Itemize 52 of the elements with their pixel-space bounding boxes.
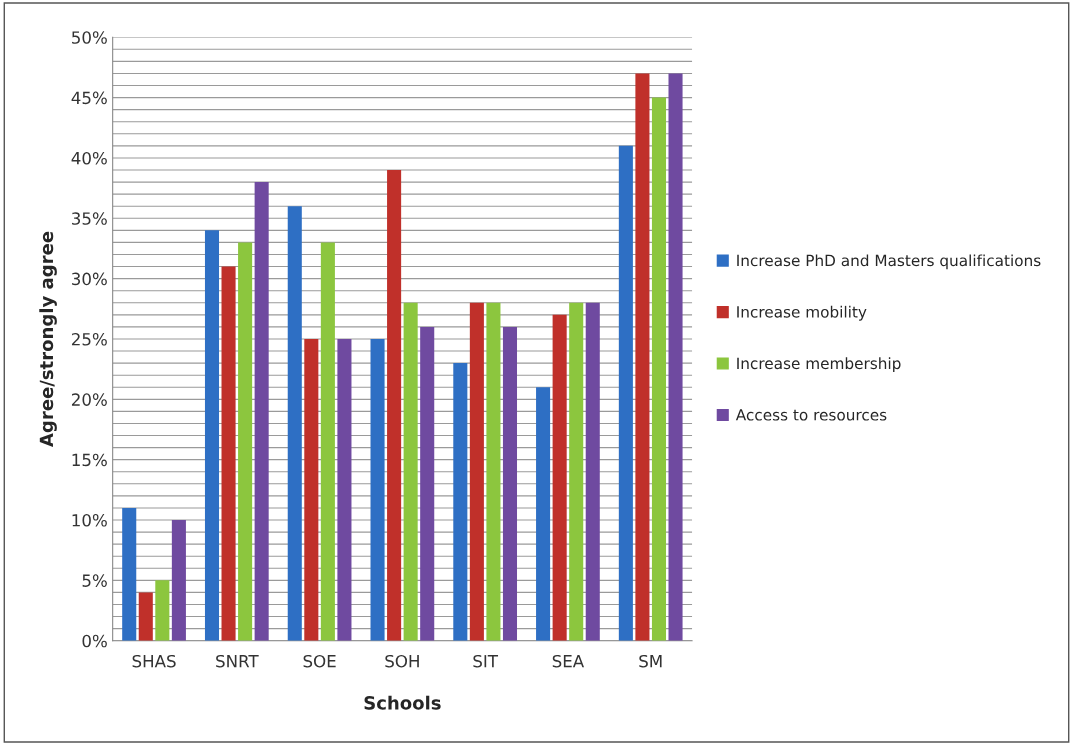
- bar: [122, 507, 137, 641]
- bar: [337, 338, 352, 641]
- bar: [155, 580, 170, 641]
- x-axis-title: Schools: [364, 695, 441, 710]
- bar: [552, 314, 567, 641]
- bar: [453, 363, 468, 641]
- y-tick-label: 35%: [72, 212, 107, 225]
- bar: [287, 206, 302, 641]
- bar: [486, 302, 501, 641]
- bar: [204, 230, 220, 641]
- x-tick-label: SOH: [385, 654, 419, 668]
- y-tick-label: 50%: [72, 31, 107, 44]
- legend-label: Increase PhD and Masters qualifications: [737, 254, 1041, 270]
- bar: [651, 97, 667, 641]
- x-tick-label: SNRT: [216, 654, 259, 668]
- bar: [304, 338, 319, 641]
- bar: [254, 182, 269, 641]
- bar: [221, 266, 236, 641]
- y-tick-label: 30%: [72, 272, 107, 286]
- y-tick-label: 40%: [71, 151, 107, 165]
- bar: [469, 302, 484, 641]
- y-axis-title: Agree/strongly agree: [39, 231, 57, 447]
- bar: [420, 326, 435, 641]
- legend-label: Increase mobility: [737, 305, 867, 321]
- y-tick-label: 20%: [71, 393, 107, 406]
- bar: [569, 302, 584, 641]
- bar: [502, 326, 518, 641]
- y-tick-label: 0%: [82, 634, 107, 648]
- bar: [238, 242, 253, 641]
- bar: [171, 520, 186, 641]
- x-tick-label: SHAS: [132, 654, 176, 668]
- bar: [370, 338, 385, 641]
- y-tick-label: 45%: [71, 91, 107, 105]
- bar: [403, 302, 418, 641]
- bar: [618, 145, 633, 641]
- y-tick-label: 10%: [72, 513, 107, 527]
- x-tick-label: SEA: [552, 654, 585, 668]
- x-tick-label: SIT: [473, 654, 499, 668]
- y-tick-label: 15%: [72, 453, 107, 467]
- y-tick-label: 25%: [71, 332, 107, 346]
- bar: [635, 73, 650, 641]
- y-tick-label: 5%: [82, 574, 107, 587]
- bar: [668, 73, 683, 641]
- bar: [320, 242, 335, 641]
- bar: [536, 387, 551, 641]
- legend-label: Access to resources: [735, 409, 887, 421]
- bar: [585, 302, 600, 641]
- legend-label: Increase membership: [737, 357, 901, 373]
- bar: [387, 170, 402, 641]
- x-tick-label: SOE: [303, 654, 336, 668]
- bar: [138, 592, 153, 641]
- x-tick-label: SM: [639, 654, 662, 668]
